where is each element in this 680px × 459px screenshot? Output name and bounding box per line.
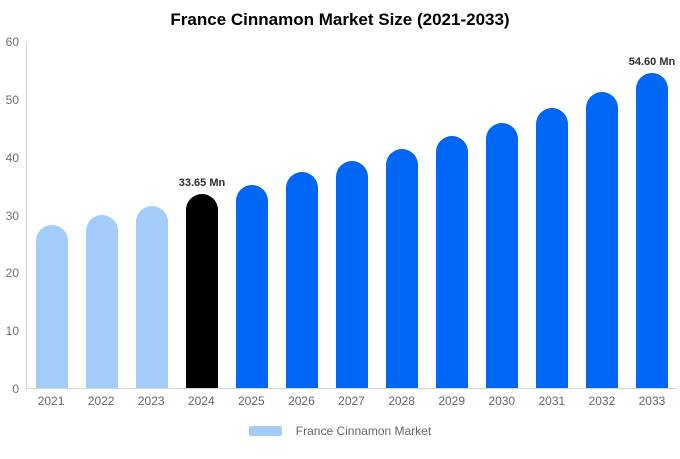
y-tick-label-40: 40 bbox=[5, 150, 19, 165]
x-axis-label-2024: 2024 bbox=[187, 394, 215, 408]
bar-2030[interactable] bbox=[486, 122, 518, 388]
bar-2028[interactable] bbox=[386, 148, 418, 388]
chart-title: France Cinnamon Market Size (2021-2033) bbox=[170, 10, 510, 29]
x-axis-label-2033: 2033 bbox=[638, 394, 666, 408]
y-axis: 0 10 20 30 40 50 60 bbox=[0, 36, 26, 395]
x-axis-label-2028: 2028 bbox=[388, 394, 415, 408]
x-axis-label-2029: 2029 bbox=[438, 394, 466, 408]
legend[interactable]: France Cinnamon Market bbox=[0, 424, 680, 438]
legend-swatch bbox=[248, 426, 282, 436]
plot-region: 0 10 20 30 40 50 60 33.65 Mn 54.60 Mn bbox=[0, 36, 680, 395]
bar-2021[interactable] bbox=[36, 225, 68, 388]
bar-2024[interactable]: 33.65 Mn bbox=[179, 177, 225, 388]
y-tick-label-0: 0 bbox=[12, 382, 19, 396]
bar-2031[interactable] bbox=[536, 108, 568, 388]
chart-canvas: France Cinnamon Market Size (2021-2033) … bbox=[0, 9, 680, 459]
bar-2023[interactable] bbox=[136, 206, 168, 388]
x-axis-label-2030: 2030 bbox=[488, 394, 516, 408]
y-tick-label-20: 20 bbox=[5, 266, 19, 281]
bar-2022[interactable] bbox=[86, 215, 118, 388]
x-axis-label-2027: 2027 bbox=[338, 394, 365, 408]
x-axis-label-2032: 2032 bbox=[588, 394, 616, 408]
bar-2025[interactable] bbox=[236, 185, 268, 388]
bar-2032[interactable] bbox=[586, 92, 618, 388]
x-axis-label-2026: 2026 bbox=[288, 394, 315, 408]
x-axis-label-2022: 2022 bbox=[87, 394, 115, 408]
data-label-2024: 33.65 Mn bbox=[178, 176, 226, 189]
x-axis-label-2031: 2031 bbox=[538, 394, 566, 408]
data-label-2033: 54.60 Mn bbox=[628, 56, 676, 69]
legend-label: France Cinnamon Market bbox=[295, 424, 432, 438]
bar-2029[interactable] bbox=[436, 136, 468, 388]
plot-area: 33.65 Mn 54.60 Mn bbox=[26, 42, 677, 389]
bar-2033[interactable]: 54.60 Mn bbox=[629, 56, 675, 388]
x-axis-label-2023: 2023 bbox=[137, 394, 165, 408]
y-tick-label-50: 50 bbox=[5, 92, 19, 107]
y-tick-label-30: 30 bbox=[5, 208, 19, 223]
bar-2026[interactable] bbox=[286, 172, 318, 388]
x-axis-label-2021: 2021 bbox=[37, 394, 65, 408]
y-tick-label-10: 10 bbox=[5, 324, 19, 339]
y-tick-label-60: 60 bbox=[5, 35, 19, 49]
x-axis: 2021 2022 2023 2024 2025 2026 2027 2028 2029 2030… bbox=[26, 394, 677, 408]
x-axis-label-2025: 2025 bbox=[238, 394, 265, 408]
bar-2027[interactable] bbox=[336, 161, 368, 388]
